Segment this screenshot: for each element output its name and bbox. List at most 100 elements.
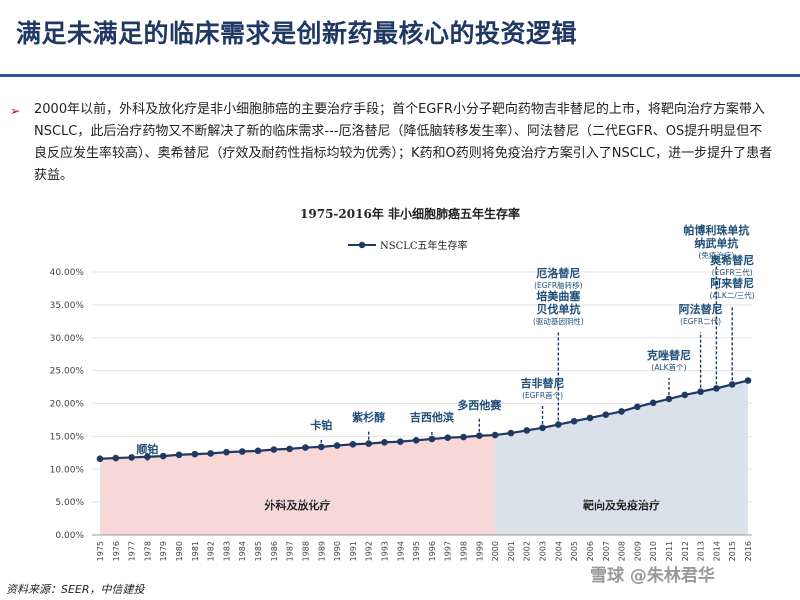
- data-point: [618, 408, 625, 415]
- data-point: [144, 453, 151, 461]
- x-tick-label: 2010: [649, 541, 658, 561]
- x-tick-label: 2000: [491, 541, 500, 561]
- annotation-note: (ALK二/三代): [710, 290, 755, 300]
- chart-legend: NSCLC五年生存率: [348, 239, 468, 252]
- data-point: [270, 446, 278, 453]
- data-point: [381, 438, 388, 446]
- y-tick-label: 25.00%: [50, 367, 85, 377]
- data-point: [396, 438, 404, 445]
- data-point: [428, 435, 436, 443]
- y-tick-label: 5.00%: [55, 498, 84, 508]
- annotation-drug: 纳武单抗: [694, 236, 738, 250]
- y-tick-label: 30.00%: [50, 334, 85, 344]
- region-label-2: 靶向及免疫治疗: [583, 498, 660, 512]
- data-point: [665, 395, 673, 403]
- data-point: [412, 437, 420, 444]
- x-tick-label: 2001: [507, 541, 516, 561]
- y-tick-label: 20.00%: [50, 400, 85, 410]
- data-point: [223, 448, 230, 456]
- x-tick-label: 2003: [539, 541, 548, 561]
- annotation-drug: 顺铂: [136, 442, 158, 456]
- data-point: [586, 414, 594, 422]
- x-tick-label: 1978: [143, 541, 152, 561]
- data-point: [539, 424, 546, 432]
- data-point: [317, 443, 325, 451]
- data-point: [159, 452, 167, 460]
- bullet-arrow-icon: ➢: [10, 104, 21, 118]
- x-tick-label: 1987: [286, 541, 295, 561]
- annotation-note: (驱动基因阴性): [533, 316, 584, 326]
- x-tick-label: 2015: [728, 541, 737, 561]
- y-tick-label: 15.00%: [50, 432, 85, 442]
- annotation-note: (ALK首个): [651, 362, 686, 372]
- x-tick-label: 2005: [570, 541, 579, 561]
- data-point: [491, 431, 499, 439]
- x-tick-label: 1976: [112, 541, 121, 561]
- x-tick-label: 2008: [618, 541, 627, 561]
- annotation-drug: 贝伐单抗: [536, 302, 580, 316]
- data-point: [555, 421, 562, 428]
- annotation-note: (免疫治疗): [698, 250, 734, 260]
- data-point: [476, 432, 483, 440]
- annotation-drug: 阿法替尼: [679, 302, 723, 316]
- data-point: [365, 440, 372, 447]
- data-point: [444, 434, 452, 441]
- x-tick-label: 1975: [96, 541, 105, 561]
- x-tick-label: 1999: [475, 541, 484, 561]
- data-point: [96, 455, 104, 463]
- data-point: [238, 448, 246, 455]
- annotation-drug: 吉非替尼: [521, 376, 565, 390]
- data-point: [460, 433, 467, 441]
- data-point: [634, 403, 641, 411]
- x-tick-label: 1980: [175, 541, 184, 561]
- data-point: [333, 442, 341, 449]
- annotation-drug: 奥希替尼: [709, 253, 754, 267]
- annotation-drug: 紫杉醇: [352, 410, 385, 424]
- x-tick-label: 2013: [697, 541, 706, 561]
- data-point: [602, 411, 610, 418]
- data-point: [128, 454, 135, 461]
- annotation-drug: 吉西他滨: [410, 410, 454, 424]
- watermark: 雪球 @朱林君华: [590, 566, 715, 586]
- page-title: 满足未满足的临床需求是创新药最核心的投资逻辑: [16, 19, 578, 48]
- data-point: [254, 447, 262, 455]
- x-tick-label: 1985: [254, 541, 263, 561]
- x-tick-label: 1979: [159, 541, 168, 561]
- x-tick-label: 1995: [412, 541, 421, 561]
- x-tick-label: 2007: [602, 541, 611, 561]
- x-tick-label: 1977: [128, 541, 137, 561]
- x-tick-label: 1990: [333, 541, 342, 561]
- intro-paragraph: 2000年以前，外科及放化疗是非小细胞肺癌的主要治疗手段；首个EGFR小分子靶向…: [34, 102, 773, 183]
- region-area-1: [100, 435, 496, 535]
- x-tick-label: 2006: [586, 541, 595, 561]
- x-tick-label: 1997: [444, 541, 453, 561]
- annotation-drug: 卡铂: [310, 418, 332, 432]
- x-tick-label: 1983: [222, 541, 231, 561]
- annotation-drug: 多西他赛: [457, 398, 502, 412]
- x-tick-label: 1994: [396, 541, 405, 561]
- data-point: [175, 451, 183, 459]
- data-point: [507, 429, 515, 437]
- data-point: [523, 427, 531, 434]
- x-tick-label: 2004: [554, 541, 563, 561]
- y-tick-label: 40.00%: [50, 268, 85, 278]
- title-divider: [0, 74, 800, 77]
- x-tick-label: 1992: [365, 541, 374, 561]
- annotation-note: (EGFR二代): [680, 316, 721, 326]
- data-point: [728, 381, 736, 388]
- region-area-2: [495, 380, 748, 535]
- x-tick-label: 1984: [238, 541, 247, 561]
- data-point: [191, 450, 199, 458]
- x-tick-label: 1982: [207, 541, 216, 561]
- x-tick-label: 1981: [191, 541, 200, 561]
- data-point: [697, 388, 704, 395]
- data-point: [713, 385, 720, 392]
- y-tick-label: 10.00%: [50, 465, 85, 475]
- region-label-1: 外科及放化疗: [264, 498, 331, 512]
- x-tick-label: 2016: [744, 541, 753, 561]
- x-tick-label: 2009: [633, 541, 642, 561]
- data-point: [681, 391, 689, 399]
- x-tick-label: 2012: [681, 541, 690, 561]
- annotation-drug: 厄洛替尼: [536, 266, 580, 280]
